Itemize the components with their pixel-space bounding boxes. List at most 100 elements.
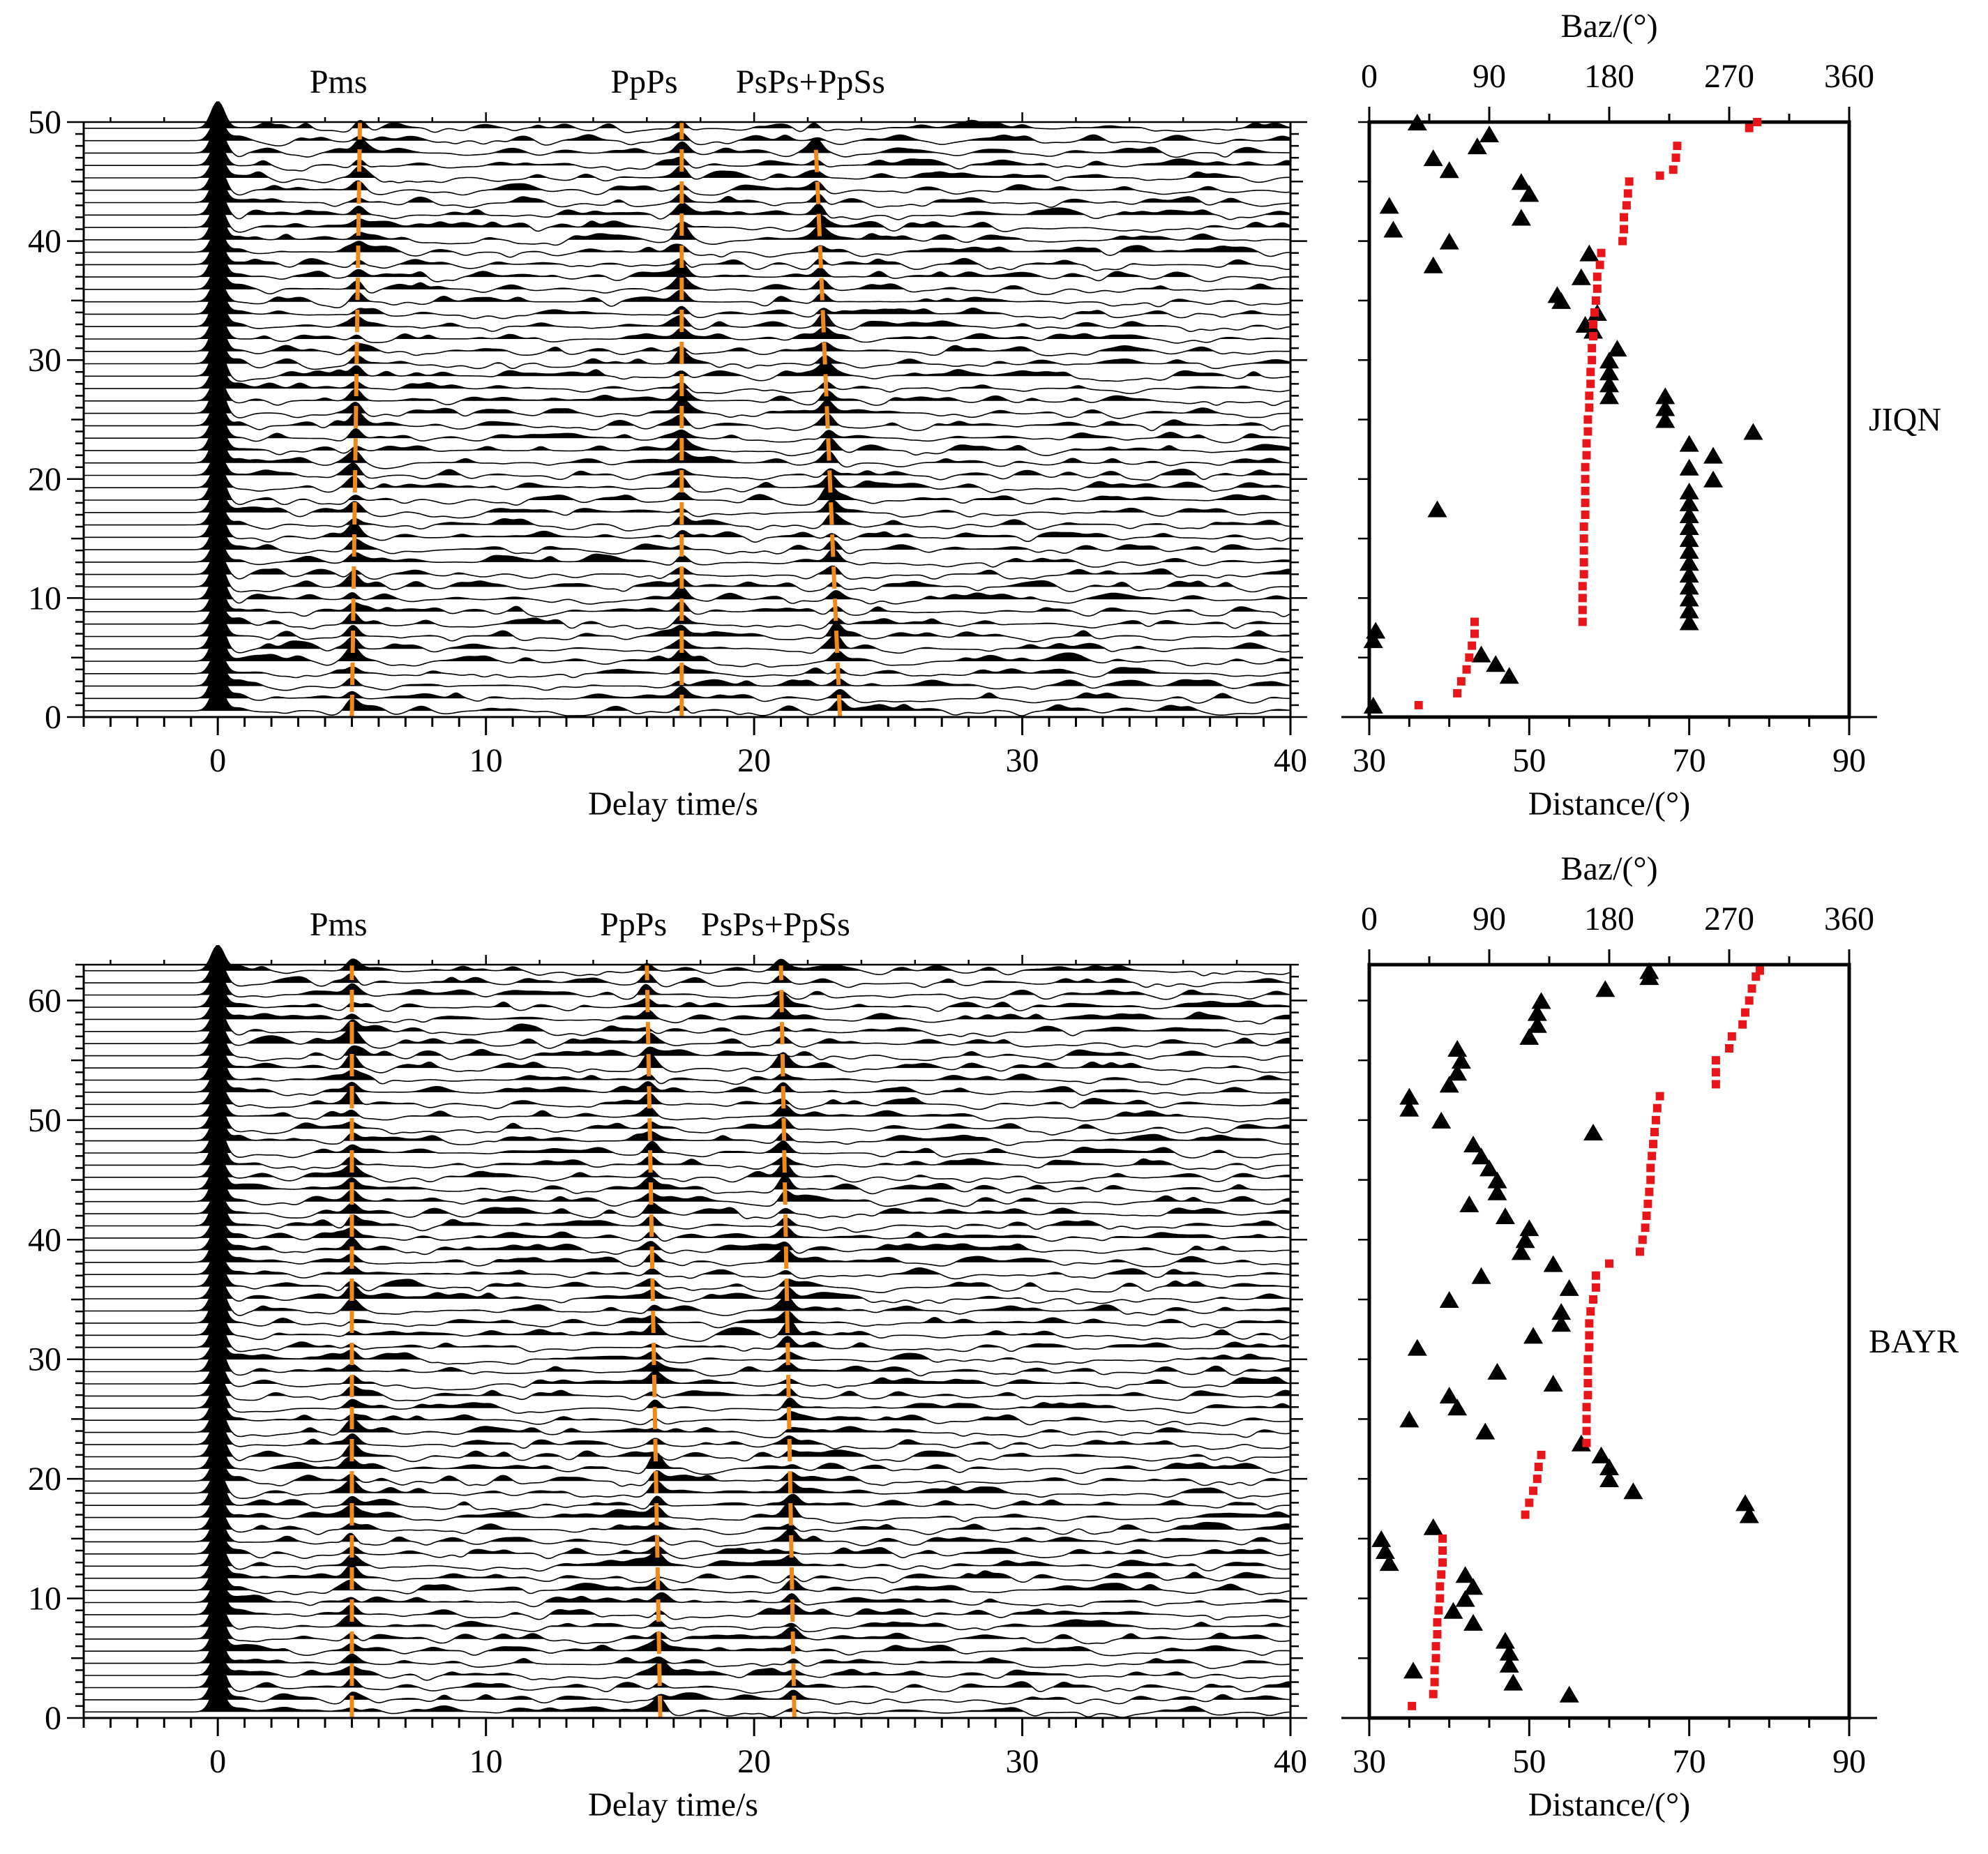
x-tick-label: 40 <box>1274 1743 1307 1780</box>
trace-line <box>84 610 1290 642</box>
trace-positive-fill <box>199 1093 1290 1117</box>
trace-line <box>84 1456 1290 1487</box>
distance-point <box>1423 256 1443 273</box>
trace-positive-fill <box>199 453 1290 476</box>
trace-positive-fill <box>199 559 1290 587</box>
x-tick-label: 50 <box>1512 1743 1546 1780</box>
distance-point <box>1527 1016 1547 1033</box>
distance-point <box>1471 1267 1491 1284</box>
trace-line <box>84 1517 1290 1547</box>
trace-line <box>84 1020 1290 1049</box>
distance-point <box>1607 340 1627 357</box>
trace-line <box>84 1114 1290 1146</box>
trace-positive-fill <box>199 248 1290 278</box>
trace-positive-fill <box>199 1068 1290 1092</box>
trace-line <box>84 983 1290 1012</box>
baz-point <box>1414 700 1423 709</box>
y-tick-label: 50 <box>28 104 61 141</box>
x2-tick-label: 90 <box>1473 900 1506 937</box>
trace-line <box>84 500 1290 532</box>
trace-line <box>84 361 1290 395</box>
baz-point <box>1581 498 1590 507</box>
x-tick-label: 50 <box>1512 742 1546 779</box>
baz-point <box>1456 677 1466 686</box>
baz-point <box>1646 1175 1655 1184</box>
trace-positive-fill <box>199 1020 1290 1044</box>
y-tick-label: 40 <box>28 223 61 260</box>
distance-point <box>1399 1087 1420 1105</box>
baz-point <box>1585 1319 1594 1328</box>
x2-tick-label: 360 <box>1824 900 1874 937</box>
baz-point <box>1529 1486 1538 1495</box>
baz-point <box>1578 594 1587 603</box>
trace-line <box>84 126 1290 158</box>
distance-point <box>1527 1004 1547 1021</box>
trace-positive-fill <box>199 1442 1290 1469</box>
trace-line <box>84 1251 1290 1280</box>
baz-point <box>1470 617 1479 626</box>
trace-line <box>84 958 1290 988</box>
baz-point <box>1578 582 1587 591</box>
y-tick-label: 10 <box>28 1581 61 1618</box>
baz-point <box>1583 427 1592 436</box>
baz-point <box>1745 996 1754 1005</box>
trace-positive-fill <box>199 1518 1290 1542</box>
trace-line <box>84 559 1290 593</box>
distance-point <box>1487 1171 1507 1189</box>
distance-point <box>1679 554 1699 571</box>
x2-tick-label: 180 <box>1584 900 1634 937</box>
trace-line <box>84 1307 1290 1342</box>
x-tick-label: 30 <box>1006 1743 1039 1780</box>
trace-line <box>84 1360 1290 1391</box>
baz-point <box>1585 403 1594 412</box>
baz-point <box>1408 1701 1417 1710</box>
distance-point <box>1479 126 1499 143</box>
baz-point <box>1589 332 1598 341</box>
baz-point <box>1652 1103 1662 1113</box>
x-tick-label: 90 <box>1832 742 1866 779</box>
baz-point <box>1673 142 1682 151</box>
trace-line <box>84 1029 1290 1062</box>
distance-point <box>1583 322 1604 339</box>
baz-point <box>1711 1056 1720 1065</box>
distance-point <box>1655 387 1676 405</box>
trace-positive-fill <box>199 1420 1290 1445</box>
trace-positive-fill <box>199 1337 1290 1360</box>
baz-point <box>1433 1630 1442 1638</box>
plot-frame <box>1367 963 1851 1720</box>
distance-point <box>1679 458 1699 476</box>
distance-point <box>1379 197 1399 214</box>
distance-point <box>1679 435 1699 452</box>
baz-point <box>1646 1163 1655 1173</box>
x-tick-label: 20 <box>737 742 771 779</box>
baz-point <box>1595 260 1604 269</box>
trace-positive-fill <box>199 1456 1290 1482</box>
trace-line <box>84 101 1290 133</box>
baz-point <box>1642 1212 1651 1220</box>
distance-point <box>1655 411 1676 428</box>
distance-point <box>1735 1494 1755 1512</box>
baz-point <box>1648 1152 1657 1161</box>
distance-point <box>1463 1578 1484 1595</box>
distance-point <box>1579 244 1599 262</box>
x-axis-label: Delay time/s <box>588 1786 758 1823</box>
trace-line <box>84 153 1290 183</box>
x-axis-label: Distance/(°) <box>1528 785 1690 822</box>
baz-point <box>1755 966 1764 975</box>
trace-line <box>84 1191 1290 1219</box>
trace-line <box>84 1233 1290 1267</box>
distance-point <box>1366 621 1386 639</box>
x2-tick-label: 0 <box>1361 900 1378 937</box>
trace-line <box>84 550 1290 580</box>
distance-point <box>1486 655 1506 672</box>
distance-point <box>1623 1482 1643 1500</box>
receiver-function-panel-top: Pms PpPs PsPs+PpSs 0 10 20 30 40 Delay time/s 0 10… <box>28 63 1307 822</box>
baz-point <box>1581 486 1590 495</box>
baz-point <box>1537 1450 1546 1459</box>
distance-point <box>1439 1387 1459 1404</box>
distance-point <box>1599 363 1619 381</box>
x2-tick-label: 0 <box>1361 58 1378 95</box>
distance-point <box>1451 1052 1471 1069</box>
distance-point <box>1679 494 1699 511</box>
